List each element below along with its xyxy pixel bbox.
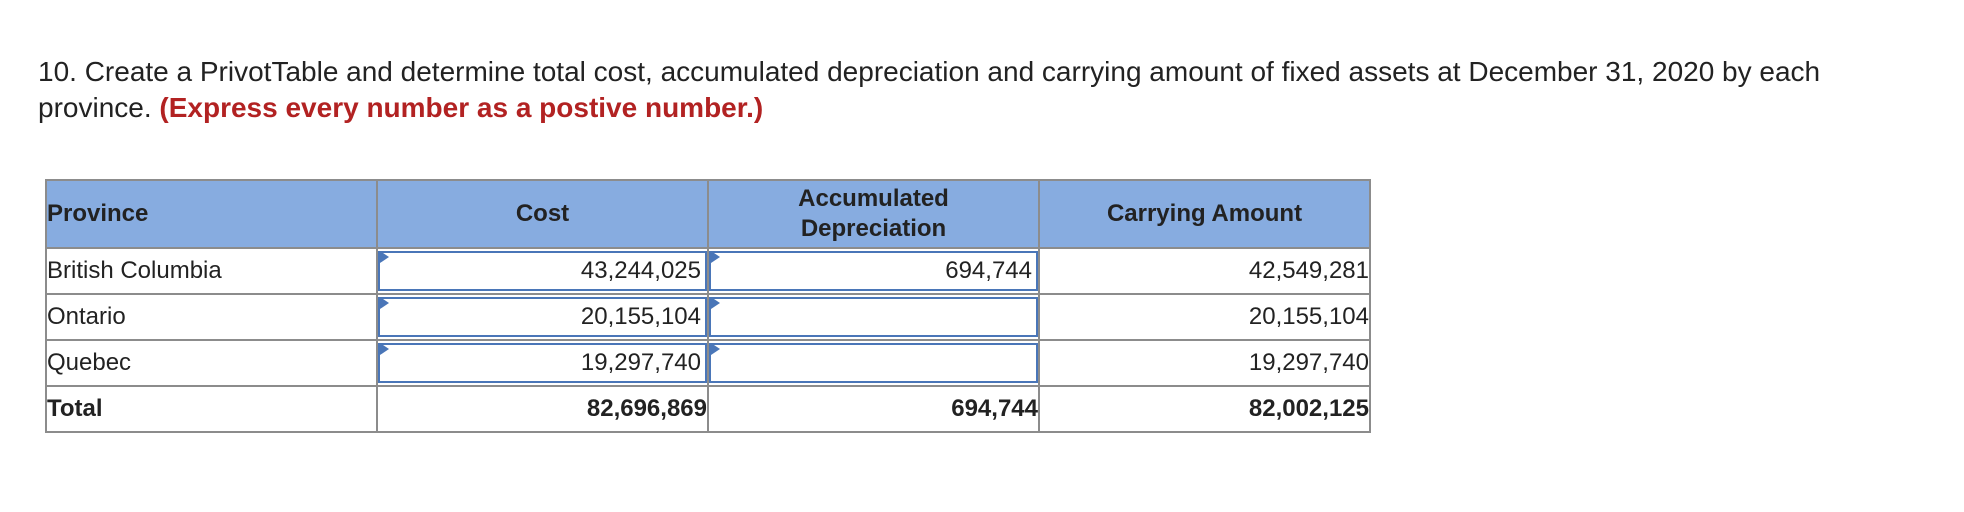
cost-input[interactable]: 20,155,104	[378, 297, 707, 337]
cell-marker-icon	[380, 297, 389, 309]
total-row: Total 82,696,869 694,744 82,002,125	[45, 385, 1371, 433]
cell-marker-icon	[711, 343, 720, 355]
total-carrying: 82,002,125	[1038, 385, 1371, 433]
question-emphasis: (Express every number as a postive numbe…	[159, 92, 764, 123]
cost-cell: 43,244,025	[376, 247, 709, 295]
carrying-value: 42,549,281	[1038, 247, 1371, 295]
question-text: 10. Create a PrivotTable and determine t…	[38, 54, 1938, 126]
header-accumulated-depreciation: Accumulated Depreciation	[707, 179, 1040, 249]
total-label: Total	[45, 385, 378, 433]
row-province: Quebec	[45, 339, 378, 387]
header-accumulated-line2: Depreciation	[800, 215, 947, 242]
header-cost: Cost	[376, 179, 709, 249]
accumulated-input[interactable]	[709, 297, 1038, 337]
question-body: 10. Create a PrivotTable and determine t…	[38, 56, 1821, 123]
cell-marker-icon	[711, 297, 720, 309]
cell-marker-icon	[711, 251, 720, 263]
total-accumulated: 694,744	[707, 385, 1040, 433]
cell-marker-icon	[380, 343, 389, 355]
accumulated-input[interactable]: 694,744	[709, 251, 1038, 291]
accumulated-input[interactable]	[709, 343, 1038, 383]
table-row: Ontario 20,155,104 20,155,104	[45, 293, 1371, 341]
header-row: Province Cost Accumulated Depreciation C…	[45, 179, 1371, 249]
carrying-value: 20,155,104	[1038, 293, 1371, 341]
cost-input[interactable]: 43,244,025	[378, 251, 707, 291]
table-row: Quebec 19,297,740 19,297,740	[45, 339, 1371, 387]
row-province: Ontario	[45, 293, 378, 341]
accumulated-cell: 694,744	[707, 247, 1040, 295]
cost-cell: 19,297,740	[376, 339, 709, 387]
header-accumulated-line1: Accumulated	[798, 185, 949, 212]
accumulated-cell	[707, 293, 1040, 341]
pivot-table: Province Cost Accumulated Depreciation C…	[45, 179, 1371, 433]
header-province: Province	[45, 179, 378, 249]
total-cost: 82,696,869	[376, 385, 709, 433]
row-province: British Columbia	[45, 247, 378, 295]
cell-marker-icon	[380, 251, 389, 263]
cost-cell: 20,155,104	[376, 293, 709, 341]
accumulated-cell	[707, 339, 1040, 387]
cost-input[interactable]: 19,297,740	[378, 343, 707, 383]
header-carrying-amount: Carrying Amount	[1038, 179, 1371, 249]
carrying-value: 19,297,740	[1038, 339, 1371, 387]
table-row: British Columbia 43,244,025 694,744 42,5…	[45, 247, 1371, 295]
